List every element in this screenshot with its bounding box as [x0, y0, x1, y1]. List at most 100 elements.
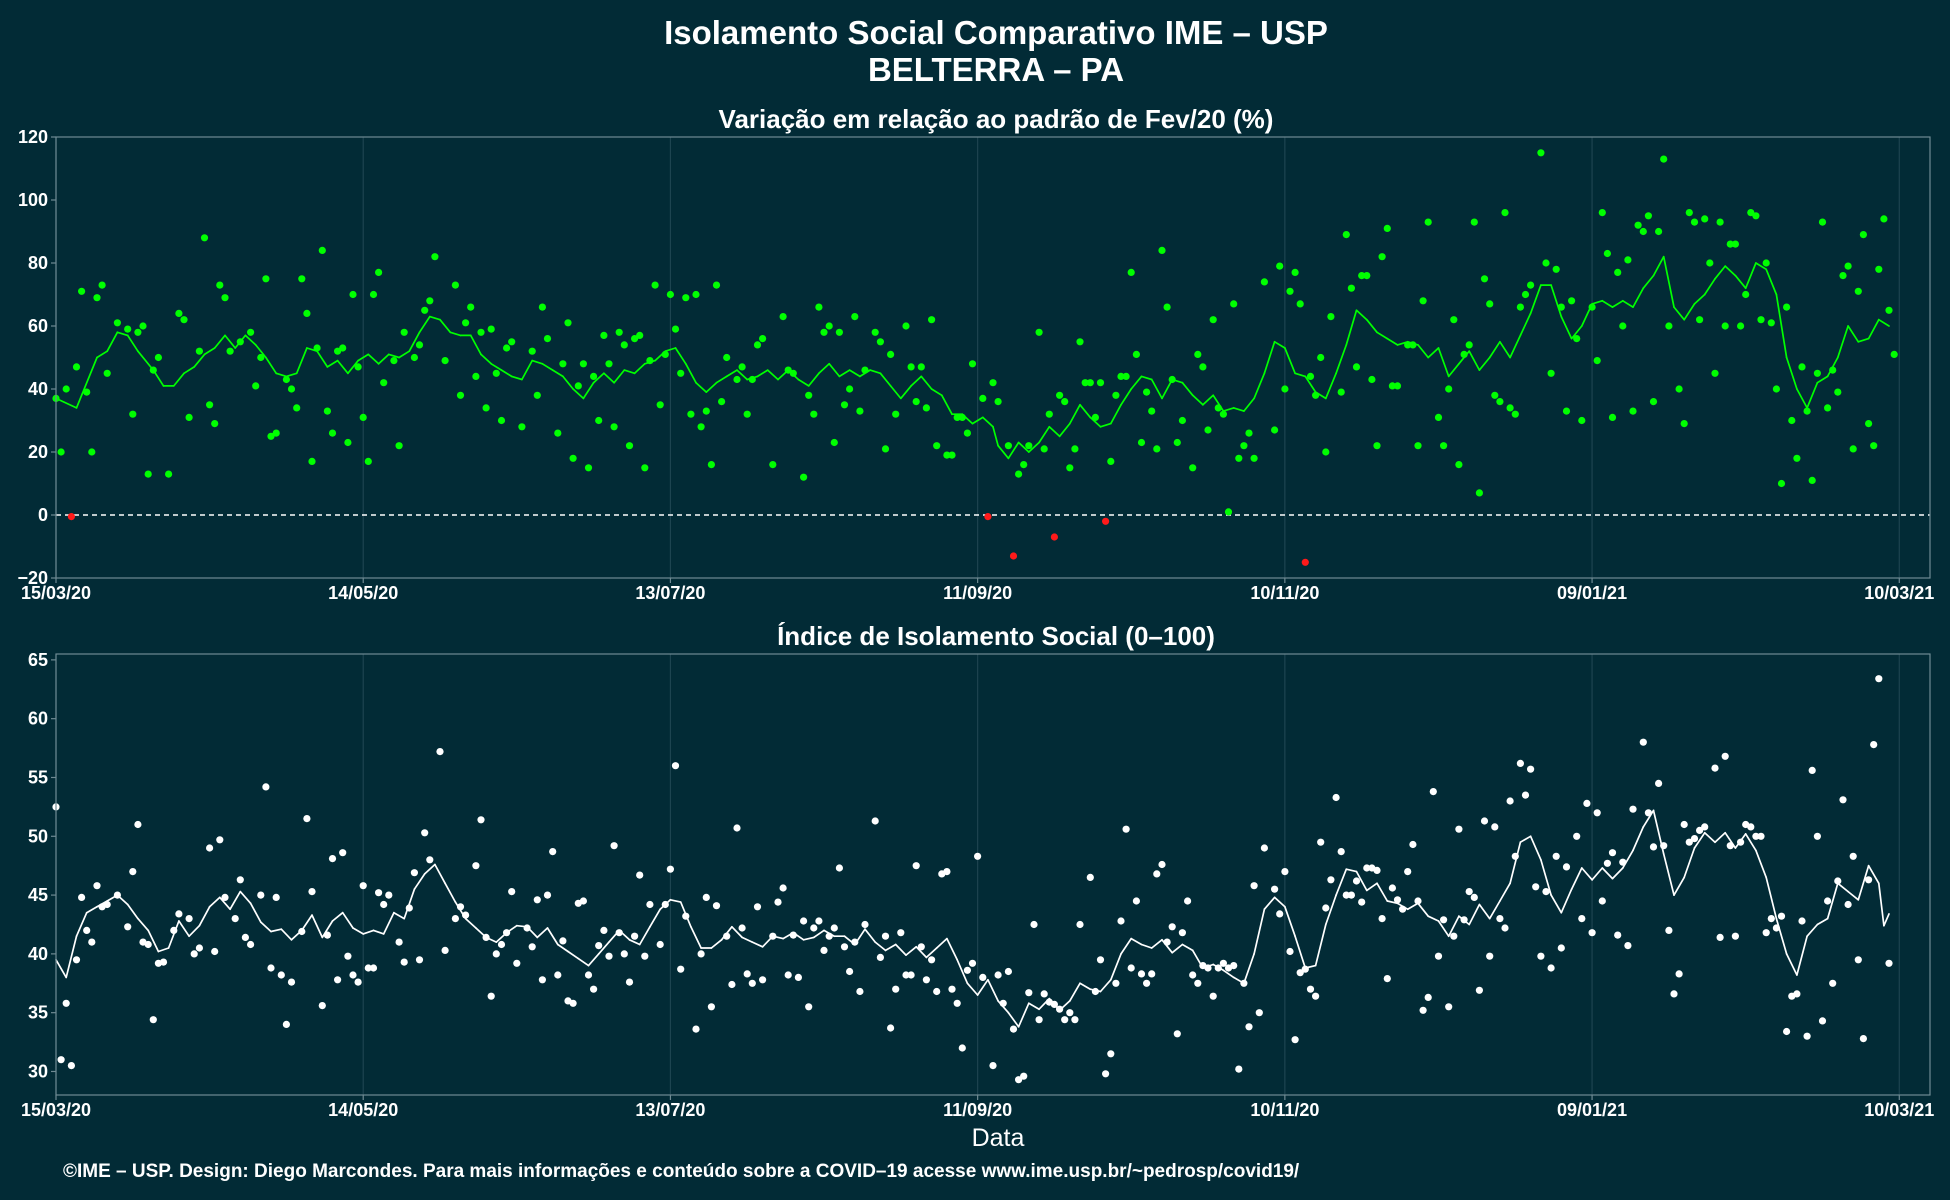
data-point: [968, 360, 977, 368]
moving-average-segment: [1591, 299, 1604, 305]
index-data-point: [1690, 835, 1699, 843]
data-point: [881, 445, 890, 453]
data-point: [943, 451, 951, 459]
data-point: [1849, 445, 1857, 453]
data-point: [1721, 322, 1729, 330]
moving-average-segment: [930, 388, 943, 397]
data-point: [1880, 215, 1888, 223]
moving-average-segment: [1796, 388, 1808, 409]
data-point: [247, 328, 255, 336]
index-data-point: [113, 891, 121, 899]
index-data-point: [1214, 964, 1222, 972]
data-point: [1291, 268, 1299, 276]
index-moving-average-segment: [567, 950, 580, 960]
data-point: [1614, 268, 1622, 276]
index-moving-average-segment: [884, 943, 897, 952]
index-data-point: [1352, 877, 1361, 885]
moving-average-segment: [1120, 388, 1133, 406]
y-tick-label: 45: [28, 885, 48, 905]
x-tick-label: 13/07/20: [635, 583, 705, 603]
data-point: [1844, 262, 1852, 270]
index-data-point: [236, 876, 244, 884]
index-moving-average-segment: [628, 938, 641, 946]
data-point: [415, 341, 424, 349]
y-tick-label: 100: [18, 190, 48, 210]
index-data-point: [625, 978, 634, 986]
index-data-point: [277, 971, 285, 979]
index-data-point: [1184, 897, 1192, 905]
data-point: [57, 448, 65, 456]
data-point: [441, 357, 449, 365]
index-moving-average-segment: [597, 941, 610, 955]
y-tick-label: 40: [28, 379, 48, 399]
data-point: [579, 360, 588, 368]
moving-average-segment: [715, 375, 728, 384]
x-tick-label: 15/03/20: [21, 1100, 91, 1120]
index-data-point: [1035, 1016, 1043, 1024]
data-point: [1250, 454, 1258, 462]
index-data-point: [1342, 891, 1350, 899]
data-point: [1199, 363, 1207, 371]
data-point: [308, 457, 316, 465]
data-point: [1235, 454, 1243, 462]
data-point: [820, 328, 828, 336]
index-data-point: [963, 966, 972, 974]
data-point: [1578, 416, 1586, 425]
moving-average-segment: [818, 362, 831, 375]
index-data-point: [620, 950, 628, 958]
index-moving-average-segment: [1529, 835, 1542, 861]
index-moving-average-segment: [249, 902, 262, 923]
data-point: [948, 451, 956, 459]
panel-index-title: Índice de Isolamento Social (0–100): [777, 621, 1215, 651]
y-tick-label: 65: [28, 650, 48, 670]
x-tick-label: 10/03/21: [1864, 1100, 1934, 1120]
index-data-point: [815, 917, 823, 925]
index-moving-average-segment: [1120, 937, 1133, 955]
index-data-point: [1680, 820, 1688, 829]
index-data-point: [779, 884, 787, 892]
index-data-point: [1306, 985, 1315, 993]
index-data-point: [149, 1016, 157, 1024]
index-moving-average-segment: [987, 978, 999, 1002]
index-data-point: [682, 912, 690, 920]
data-point: [1312, 391, 1320, 399]
data-point: [395, 442, 403, 450]
data-point: [1368, 375, 1376, 384]
moving-average-segment: [664, 347, 677, 353]
index-data-point: [933, 987, 941, 996]
index-data-point: [339, 849, 347, 857]
index-data-point: [1521, 791, 1530, 799]
moving-average-segment: [848, 369, 861, 378]
index-data-point: [103, 900, 111, 909]
index-data-point: [1629, 805, 1637, 813]
data-point: [1091, 413, 1099, 421]
index-data-point: [1450, 932, 1458, 940]
index-moving-average-segment: [1519, 835, 1532, 844]
index-data-point: [441, 946, 449, 955]
data-point: [1870, 442, 1878, 450]
index-moving-average-segment: [1284, 905, 1296, 938]
data-point: [1143, 388, 1151, 396]
index-data-point: [1061, 1016, 1069, 1024]
data-point: [702, 407, 710, 415]
index-data-point: [671, 762, 680, 770]
index-moving-average-segment: [1662, 853, 1675, 896]
index-data-point: [1332, 793, 1340, 802]
index-moving-average-segment: [137, 917, 150, 932]
index-data-point: [344, 952, 352, 960]
chart-title: Isolamento Social Comparativo IME – USP: [664, 14, 1328, 51]
index-data-point: [1440, 916, 1448, 924]
index-data-point: [631, 932, 639, 940]
index-data-point: [410, 869, 418, 877]
moving-average-segment: [869, 369, 882, 375]
moving-average-segment: [96, 350, 109, 359]
panel-variation-point-layer: [52, 149, 1898, 566]
index-moving-average-segment: [1273, 896, 1286, 908]
data-point: [1762, 259, 1770, 267]
moving-average-segment: [1765, 268, 1778, 296]
data-point: [1726, 240, 1734, 248]
index-moving-average-segment: [270, 928, 283, 933]
data-point: [666, 290, 675, 299]
data-point: [692, 290, 700, 299]
index-data-point: [677, 965, 685, 973]
